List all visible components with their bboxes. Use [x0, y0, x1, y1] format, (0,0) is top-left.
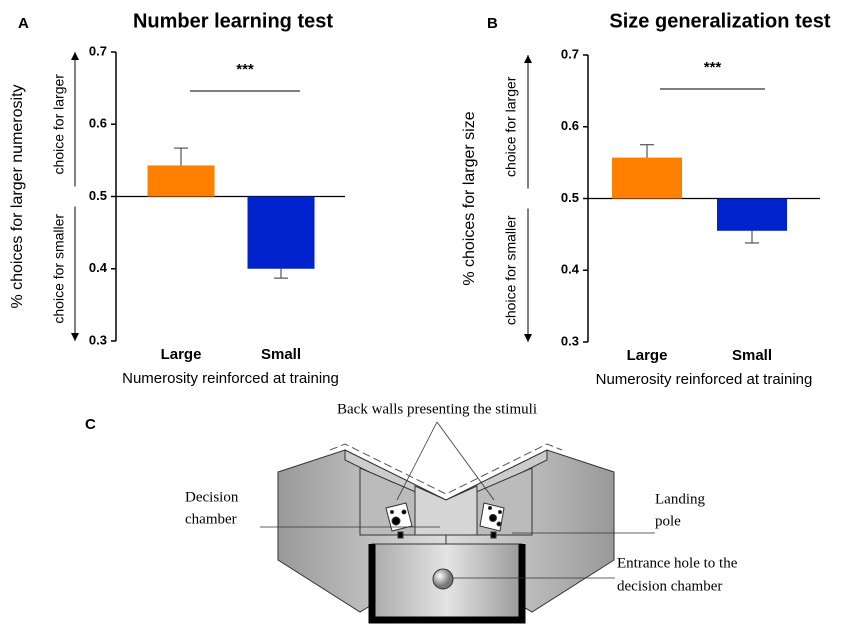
pointer-lines [260, 421, 655, 579]
significance: *** [236, 61, 254, 78]
y-tick-label: 0.6 [89, 116, 107, 131]
y-tick-label: 0.6 [561, 118, 579, 133]
y-tick-label: 0.7 [89, 43, 107, 58]
y-axis-label: choice for larger [51, 74, 67, 175]
y-axis-label: % choices for larger numerosity [9, 84, 26, 308]
diagram-label: pole [655, 513, 681, 529]
x-tick-label: Small [732, 347, 772, 364]
arrowhead [524, 334, 532, 342]
diagram-label: decision chamber [617, 578, 722, 594]
x-axis-label: Numerosity reinforced at training [122, 370, 339, 387]
arrowhead [524, 55, 532, 63]
y-axis-label: choice for smaller [51, 214, 67, 324]
diagram-label: Back walls presenting the stimuli [337, 401, 537, 417]
bar [612, 157, 682, 199]
diagram-label: chamber [185, 511, 237, 527]
chart-title: Size generalization test [609, 10, 831, 32]
bar [147, 165, 215, 197]
y-tick-label: 0.4 [561, 262, 580, 277]
panel-label: B [487, 15, 498, 32]
arrowhead [71, 52, 79, 60]
x-tick-label: Large [161, 346, 202, 363]
diagram-label: Entrance hole to the [617, 555, 738, 571]
bar [247, 196, 315, 269]
panel-label: C [85, 416, 96, 433]
panel-label: A [18, 15, 29, 32]
y-tick-label: 0.7 [561, 46, 579, 61]
significance: *** [704, 59, 722, 76]
diagram-label: Decision [185, 489, 239, 505]
y-tick-label: 0.3 [561, 333, 579, 348]
y-tick-label: 0.3 [89, 332, 107, 347]
y-tick-label: 0.5 [89, 188, 107, 203]
diagram-label: Landing [655, 491, 705, 507]
y-axis-label: % choices for larger size [461, 111, 478, 285]
x-axis-label: Numerosity reinforced at training [596, 371, 813, 388]
y-tick-label: 0.5 [561, 190, 579, 205]
y-axis-label: choice for smaller [503, 215, 519, 325]
chart-title: Number learning test [133, 10, 333, 32]
x-tick-label: Large [627, 347, 668, 364]
y-axis-label: choice for larger [503, 76, 519, 177]
y-tick-label: 0.4 [89, 260, 108, 275]
x-tick-label: Small [261, 346, 301, 363]
bar [717, 198, 787, 231]
arrowhead [71, 333, 79, 341]
apparatus [277, 443, 615, 624]
